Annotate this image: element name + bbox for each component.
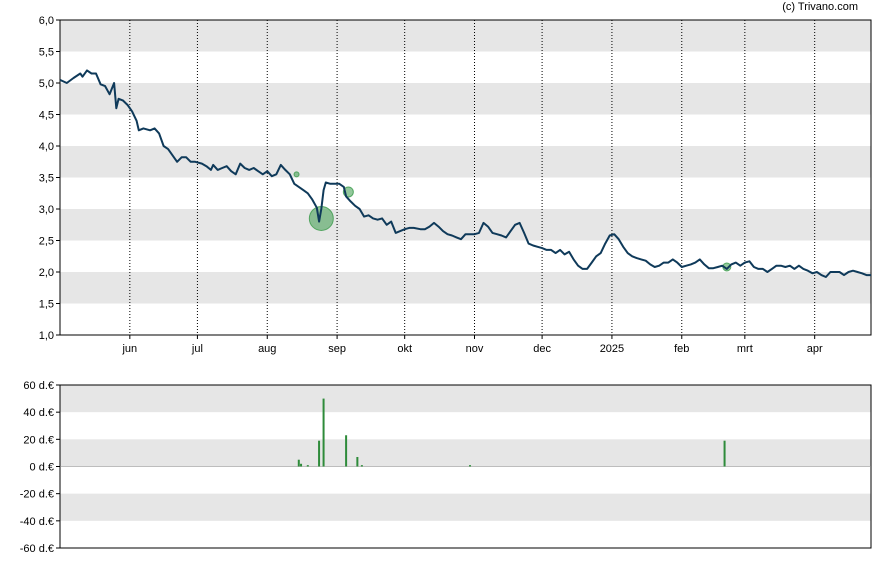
volume-y-tick-label: 20 d.€	[23, 434, 54, 446]
price-band	[60, 83, 871, 115]
price-band	[60, 146, 871, 178]
volume-panel: 60 d.€ 40 d.€ 20 d.€ 0 d.€ -20 d.€ -40 d.€ -60…	[20, 380, 872, 555]
price-line	[59, 69, 871, 278]
volume-y-tick-label: 40 d.€	[23, 407, 54, 419]
price-y-tick-label: 5,0	[39, 78, 54, 90]
volume-band	[60, 439, 871, 467]
price-y-tick-label: 4,0	[39, 141, 54, 153]
price-x-tick-label: sep	[328, 343, 346, 355]
price-band	[60, 272, 871, 304]
price-x-tick-label: jun	[121, 343, 137, 355]
volume-y-tick-label: -60 d.€	[20, 543, 54, 555]
volume-bar	[360, 465, 363, 467]
price-y-tick-label: 1,0	[39, 330, 54, 342]
price-y-tick-label: 2,0	[39, 267, 54, 279]
price-y-tick-label: 6,0	[39, 15, 54, 27]
volume-bar	[297, 459, 300, 467]
price-y-tick-label: 1,5	[39, 299, 54, 311]
price-x-tick-label: apr	[807, 343, 823, 355]
volume-bar	[318, 440, 321, 467]
volume-bar	[306, 465, 309, 467]
price-x-tick-label: aug	[258, 343, 276, 355]
price-y-tick-label: 5,5	[39, 47, 54, 59]
price-y-tick-label: 4,5	[39, 110, 54, 122]
volume-y-tick-label: -40 d.€	[20, 516, 54, 528]
price-band	[60, 209, 871, 241]
volume-y-tick-label: 60 d.€	[23, 380, 54, 392]
volume-bar	[345, 435, 348, 467]
volume-bar	[356, 456, 359, 467]
price-x-tick-label: jul	[191, 343, 203, 355]
price-x-tick-label: 2025	[600, 343, 624, 355]
price-x-tick-label: feb	[674, 343, 689, 355]
price-panel: 1,0 1,5 2,0 2,5 3,0 3,5 4,0 4,5 5,0 5,5 6,0 jun jul a…	[39, 15, 872, 355]
price-y-tick-label: 2,5	[39, 236, 54, 248]
volume-bar	[322, 398, 325, 467]
volume-band	[60, 493, 871, 521]
price-y-tick-label: 3,0	[39, 204, 54, 216]
price-x-tick-label: nov	[466, 343, 484, 355]
credit-label: (c) Trivano.com	[782, 1, 858, 13]
price-x-tick-label: mrt	[737, 343, 753, 355]
volume-bar	[723, 440, 726, 467]
volume-band	[60, 385, 871, 413]
volume-y-tick-label: -20 d.€	[20, 489, 54, 501]
volume-y-tick-label: 0 d.€	[30, 462, 54, 474]
price-x-tick-label: dec	[533, 343, 551, 355]
price-band	[60, 20, 871, 52]
volume-bar	[300, 463, 303, 467]
price-x-tick-label: okt	[397, 343, 412, 355]
price-y-tick-label: 3,5	[39, 173, 54, 185]
volume-bar	[469, 465, 472, 467]
event-marker	[293, 171, 300, 178]
